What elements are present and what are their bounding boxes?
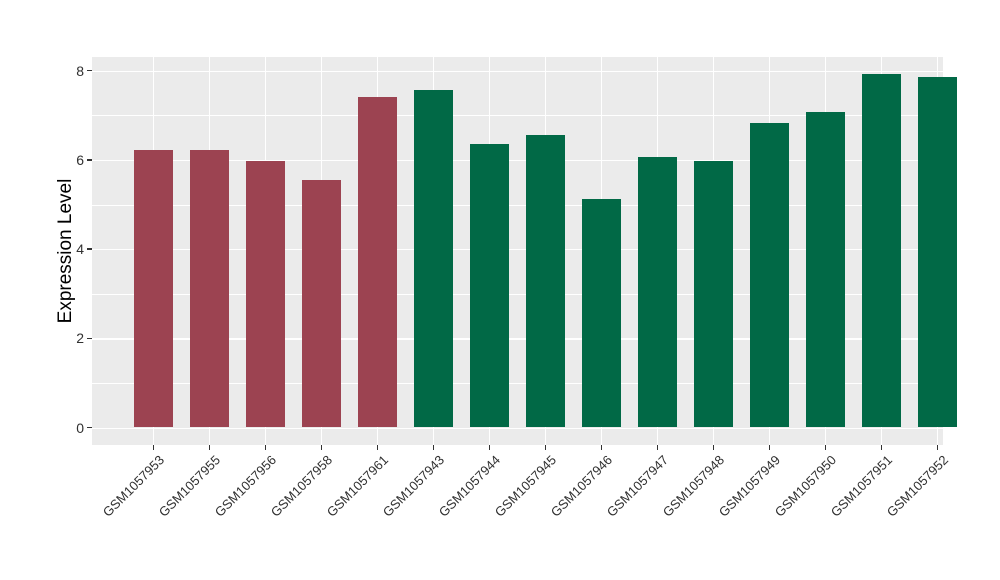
gridline-major-y0 bbox=[92, 427, 943, 429]
bar-GSM1057945 bbox=[525, 134, 566, 428]
x-tick-mark-GSM1057946 bbox=[600, 445, 603, 450]
y-tick-mark-4 bbox=[87, 248, 92, 250]
y-tick-mark-6 bbox=[87, 159, 92, 161]
x-tick-mark-GSM1057951 bbox=[880, 445, 883, 450]
bar-GSM1057946 bbox=[581, 199, 622, 428]
x-tick-mark-GSM1057950 bbox=[824, 445, 827, 450]
y-tick-label-8: 8 bbox=[76, 62, 84, 79]
y-tick-label-6: 6 bbox=[76, 151, 84, 168]
bar-GSM1057951 bbox=[861, 74, 901, 428]
bar-GSM1057955 bbox=[189, 150, 230, 428]
x-tick-mark-GSM1057948 bbox=[712, 445, 715, 450]
bar-GSM1057952 bbox=[917, 77, 957, 428]
x-tick-mark-GSM1057958 bbox=[320, 445, 323, 450]
bar-GSM1057961 bbox=[357, 96, 398, 428]
x-tick-mark-GSM1057945 bbox=[544, 445, 547, 450]
y-tick-mark-8 bbox=[87, 69, 92, 72]
x-tick-mark-GSM1057956 bbox=[264, 445, 267, 450]
bar-GSM1057947 bbox=[637, 157, 678, 428]
y-tick-label-4: 4 bbox=[76, 241, 84, 258]
gridline-minor-y5 bbox=[92, 204, 943, 206]
bar-GSM1057944 bbox=[469, 144, 510, 428]
x-tick-mark-GSM1057944 bbox=[488, 445, 491, 450]
bar-GSM1057948 bbox=[693, 161, 734, 428]
x-tick-mark-GSM1057947 bbox=[656, 445, 659, 450]
bar-GSM1057950 bbox=[805, 112, 846, 428]
y-tick-mark-2 bbox=[87, 337, 92, 340]
bar-GSM1057949 bbox=[749, 123, 790, 428]
gridline-major-y2 bbox=[92, 338, 943, 340]
x-tick-mark-GSM1057955 bbox=[208, 445, 211, 450]
gridline-minor-y7 bbox=[92, 115, 943, 116]
x-tick-mark-GSM1057953 bbox=[152, 445, 155, 450]
x-tick-mark-GSM1057949 bbox=[768, 445, 771, 450]
y-tick-label-2: 2 bbox=[76, 330, 84, 347]
bar-GSM1057953 bbox=[133, 150, 174, 428]
gridline-major-y4 bbox=[92, 249, 943, 251]
gridline-major-y8 bbox=[92, 70, 943, 73]
plot-panel bbox=[92, 57, 957, 445]
bar-GSM1057943 bbox=[413, 89, 454, 428]
x-tick-mark-GSM1057943 bbox=[432, 445, 435, 450]
y-tick-mark-0 bbox=[87, 426, 92, 429]
gridline-minor-y3 bbox=[92, 293, 943, 295]
bar-GSM1057956 bbox=[245, 161, 286, 428]
gridline-major-y6 bbox=[92, 159, 943, 162]
x-tick-mark-GSM1057952 bbox=[936, 445, 939, 450]
gridline-minor-y1 bbox=[92, 382, 943, 384]
bar-GSM1057958 bbox=[301, 179, 342, 428]
y-tick-label-0: 0 bbox=[76, 419, 84, 436]
x-tick-mark-GSM1057961 bbox=[376, 445, 379, 450]
